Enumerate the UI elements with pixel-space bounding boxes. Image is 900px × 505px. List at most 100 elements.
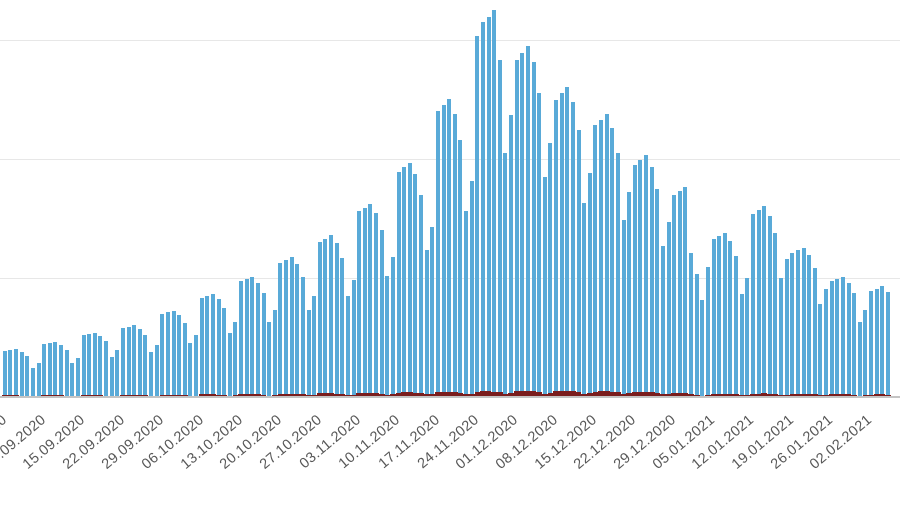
bars xyxy=(2,0,891,398)
blue-bar xyxy=(767,215,772,398)
bar-slot xyxy=(716,0,722,398)
red-bar xyxy=(283,393,289,398)
bar-slot xyxy=(395,0,402,398)
blue-bar xyxy=(222,308,227,398)
red-bar xyxy=(643,391,649,398)
blue-bar xyxy=(615,152,620,398)
red-bar xyxy=(468,393,475,398)
red-bar xyxy=(412,392,419,398)
bar-slot xyxy=(632,0,638,398)
blue-bar xyxy=(801,247,806,398)
red-bar xyxy=(722,393,728,398)
red-bar xyxy=(339,393,346,398)
blue-bar xyxy=(565,87,570,398)
red-bar xyxy=(440,391,447,398)
red-bar xyxy=(570,391,576,398)
blue-bar xyxy=(734,255,739,398)
blue-bar xyxy=(160,313,165,398)
blue-bar xyxy=(632,164,637,398)
bar-slot xyxy=(446,0,452,398)
red-bar xyxy=(750,393,756,398)
blue-bar xyxy=(407,162,412,398)
bar-slot xyxy=(677,0,683,398)
red-bar xyxy=(547,392,554,398)
bar-slot xyxy=(761,0,767,398)
bar-slot xyxy=(547,0,554,398)
red-bar xyxy=(525,390,531,398)
blue-bar xyxy=(863,309,868,398)
blue-bar xyxy=(469,181,474,398)
red-bar xyxy=(288,393,295,398)
blue-bar xyxy=(582,203,587,398)
blue-bar xyxy=(790,253,795,398)
blue-bar xyxy=(295,264,300,398)
blue-bar xyxy=(762,206,767,398)
blue-bar xyxy=(199,297,204,398)
red-bar xyxy=(609,391,616,398)
blue-bar xyxy=(542,176,547,398)
red-bar xyxy=(615,392,621,398)
bar-slot xyxy=(722,0,728,398)
red-bar xyxy=(485,391,492,398)
bar-slot xyxy=(452,0,458,398)
red-bar xyxy=(603,391,610,398)
bar-slot xyxy=(407,0,413,398)
blue-bar xyxy=(216,298,221,398)
bar-slot xyxy=(682,0,689,398)
blue-bar xyxy=(756,209,761,398)
blue-bar xyxy=(19,351,24,398)
bar-slot xyxy=(328,0,334,398)
red-bar xyxy=(806,393,812,398)
bar-slot xyxy=(502,0,509,398)
blue-bar xyxy=(705,267,710,398)
bar-slot xyxy=(789,0,796,398)
blue-bar xyxy=(8,350,13,398)
red-bar xyxy=(789,393,796,398)
bar-slot xyxy=(317,0,323,398)
blue-bar xyxy=(278,262,283,398)
bar-slot xyxy=(564,0,571,398)
blue-bar xyxy=(430,227,435,398)
blue-bar xyxy=(492,10,497,398)
red-bar xyxy=(378,393,385,398)
blue-bar xyxy=(464,210,469,398)
bar-slot xyxy=(598,0,604,398)
blue-bar xyxy=(649,167,654,398)
blue-bar xyxy=(435,111,440,398)
bar-slot xyxy=(367,0,374,398)
blue-bar xyxy=(379,230,384,398)
blue-bar xyxy=(98,335,103,398)
blue-bar xyxy=(885,291,890,398)
red-bar xyxy=(373,393,379,398)
bar-slot xyxy=(356,0,362,398)
blue-bar xyxy=(306,309,311,398)
bar-slot xyxy=(542,0,548,398)
blue-bar xyxy=(593,124,598,398)
bar-slot xyxy=(457,0,464,398)
bar-slot xyxy=(485,0,492,398)
bar-slot xyxy=(609,0,616,398)
blue-bar xyxy=(239,281,244,398)
blue-bar xyxy=(745,278,750,398)
blue-bar xyxy=(126,326,131,398)
red-bar xyxy=(671,392,677,398)
bar-slot xyxy=(592,0,599,398)
bar-slot xyxy=(885,0,891,398)
plot-area xyxy=(0,0,900,398)
red-bar xyxy=(654,392,661,398)
blue-bar xyxy=(604,114,609,398)
red-bar xyxy=(418,393,424,398)
bar-slot xyxy=(575,0,582,398)
blue-bar xyxy=(750,213,755,398)
blue-bar xyxy=(317,241,322,398)
gridline xyxy=(0,39,900,41)
blue-bar xyxy=(413,174,418,398)
bar-slot xyxy=(508,0,514,398)
bar-slot xyxy=(648,0,655,398)
blue-bar xyxy=(807,254,812,398)
red-bar xyxy=(367,392,374,398)
blue-bar xyxy=(480,21,485,398)
blue-bar xyxy=(345,295,350,398)
blue-bar xyxy=(857,321,862,398)
